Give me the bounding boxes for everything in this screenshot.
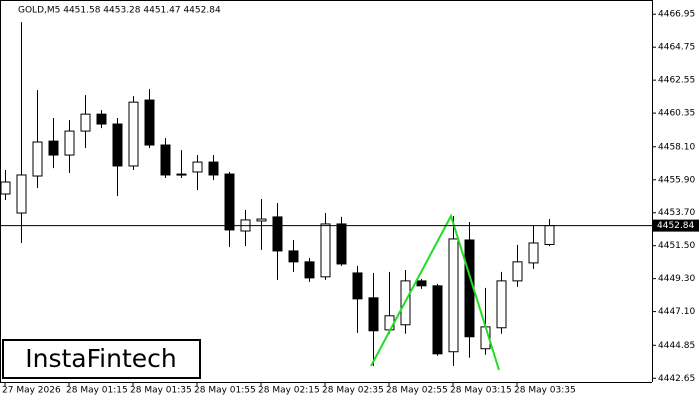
candle-body: [80, 113, 91, 132]
price-label: 4452.84: [657, 221, 694, 231]
candle-body: [368, 297, 379, 332]
candle-body: [320, 223, 331, 278]
y-tick-label: 4451.50: [658, 241, 695, 251]
candle-body: [144, 99, 155, 146]
candle-body: [0, 181, 11, 195]
candle-body: [496, 280, 507, 329]
candle-body: [96, 113, 107, 125]
candle-body: [416, 280, 427, 287]
chart-title: GOLD,M5 4451.58 4453.28 4451.47 4452.84: [18, 6, 221, 16]
candle-body: [272, 216, 283, 252]
candle-body: [112, 123, 123, 167]
candle-body: [352, 272, 363, 300]
candle-body: [512, 261, 523, 282]
candle-body: [208, 161, 219, 176]
candle-body: [544, 225, 555, 245]
y-tick-label: 4462.55: [658, 76, 695, 86]
candle-body: [176, 173, 187, 176]
candle-body: [304, 261, 315, 279]
x-tick-label: 28 May 02:15: [258, 386, 320, 396]
x-tick-label: 28 May 03:15: [450, 386, 512, 396]
x-tick-label: 27 May 2026: [2, 386, 61, 396]
candle-body: [256, 218, 267, 222]
candle-body: [528, 242, 539, 264]
candle-body: [16, 174, 27, 214]
y-tick-label: 4444.85: [658, 341, 695, 351]
candle-body: [192, 161, 203, 173]
logo-box: [2, 339, 201, 379]
x-tick-label: 28 May 01:15: [66, 386, 128, 396]
pattern-line: [370, 213, 500, 371]
y-tick-label: 4466.95: [658, 10, 695, 20]
y-tick-label: 4453.70: [658, 208, 695, 218]
price-label-box: [653, 219, 699, 232]
candle-body: [224, 173, 235, 231]
x-tick-label: 28 May 01:55: [194, 386, 256, 396]
y-tick-label: 4460.35: [658, 109, 695, 119]
candle-body: [432, 285, 443, 355]
y-tick-label: 4464.75: [658, 43, 695, 53]
candle-body: [288, 250, 299, 263]
x-tick-label: 28 May 01:35: [130, 386, 192, 396]
y-tick-label: 4447.10: [658, 307, 695, 317]
y-tick-label: 4458.10: [658, 142, 695, 152]
x-tick-label: 28 May 02:35: [322, 386, 384, 396]
y-tick-label: 4449.30: [658, 274, 695, 284]
candle-body: [32, 141, 43, 177]
candle-body: [448, 238, 459, 353]
candle-body: [384, 315, 395, 331]
y-tick-label: 4455.90: [658, 175, 695, 185]
logo: InstaFintech: [25, 344, 177, 373]
y-tick-label: 4442.65: [658, 374, 695, 384]
candle-body: [64, 130, 75, 156]
x-tick-label: 28 May 02:55: [386, 386, 448, 396]
candles: [0, 22, 555, 366]
candle-body: [336, 223, 347, 265]
candle-body: [160, 144, 171, 176]
candle-body: [48, 140, 59, 156]
x-tick-label: 28 May 03:35: [514, 386, 576, 396]
candle-body: [128, 101, 139, 167]
